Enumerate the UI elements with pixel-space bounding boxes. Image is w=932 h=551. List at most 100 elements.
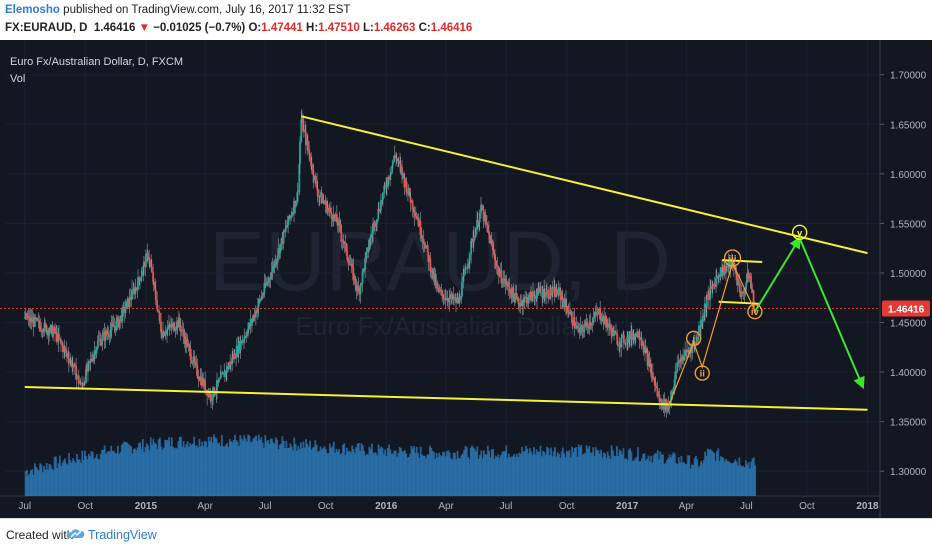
candle-body — [267, 278, 270, 282]
volume-bar — [94, 457, 97, 496]
candle-body — [729, 261, 732, 269]
author-link[interactable]: Elemosho — [5, 4, 60, 16]
volume-bar — [68, 452, 71, 496]
volume-bar — [306, 443, 309, 496]
volume-bar — [95, 454, 98, 496]
volume-bar — [471, 445, 473, 496]
candle-body — [299, 141, 301, 165]
last-price-tag — [882, 300, 930, 317]
volume-bar — [592, 447, 595, 496]
volume-bar — [147, 445, 150, 496]
volume-bar — [243, 435, 246, 496]
volume-bar — [626, 460, 629, 496]
candle-body — [330, 207, 332, 213]
tradingview-link[interactable]: TradingView — [88, 528, 157, 542]
candle-body — [697, 332, 700, 341]
volume-bar — [427, 454, 430, 496]
volume-bar — [36, 469, 39, 496]
candle-body — [505, 284, 508, 286]
volume-bar — [232, 439, 235, 496]
volume-bar — [496, 457, 498, 496]
candle-body — [383, 185, 386, 193]
candle-body — [537, 287, 540, 294]
volume-bar — [476, 446, 479, 496]
candle-body — [577, 327, 580, 329]
candle-body — [212, 387, 214, 400]
volume-bar — [747, 462, 750, 496]
volume-bar — [630, 451, 633, 496]
candle-body — [449, 294, 451, 298]
volume-bar — [346, 447, 348, 496]
candle-body — [38, 320, 41, 326]
candle-body — [348, 263, 351, 265]
volume-bar — [490, 449, 493, 496]
x-tick-label: Jul — [259, 501, 272, 512]
volume-bar — [219, 446, 222, 496]
volume-bar — [35, 466, 38, 496]
candle-body — [600, 318, 603, 321]
candle-body — [263, 282, 266, 293]
volume-bar — [49, 464, 52, 496]
candle-body — [565, 298, 567, 306]
tradingview-logo-icon[interactable] — [66, 526, 86, 542]
volume-bar — [739, 464, 742, 496]
volume-bar — [220, 435, 223, 496]
volume-bar — [351, 445, 354, 496]
chart-panel[interactable]: EURAUD, D Euro Fx/Australian Dollar 1.7000… — [0, 40, 932, 518]
volume-bar — [39, 463, 42, 496]
candle-body — [87, 363, 89, 373]
volume-bar — [248, 435, 251, 496]
volume-bar — [217, 443, 219, 496]
candle-body — [567, 312, 570, 314]
candle-body — [437, 287, 440, 292]
candle-body — [138, 277, 141, 280]
candle-body — [40, 330, 43, 332]
volume-bar — [74, 463, 77, 496]
volume-bar — [676, 464, 679, 496]
volume-bar — [131, 453, 134, 496]
volume-bar — [681, 462, 684, 496]
volume-bar — [127, 443, 130, 496]
candle-body — [198, 379, 201, 381]
candle-body — [482, 209, 484, 210]
candle-body — [117, 317, 120, 327]
volume-bar — [576, 456, 579, 496]
volume-bar — [178, 436, 181, 496]
y-tick-label: 1.45000 — [890, 319, 927, 330]
candle-body — [491, 244, 494, 251]
volume-bar — [382, 453, 385, 496]
candle-body — [229, 361, 232, 365]
candle-body — [675, 371, 678, 373]
volume-bar — [648, 461, 651, 496]
volume-bar — [615, 446, 618, 496]
candle-body — [516, 297, 519, 299]
volume-bar — [561, 447, 564, 496]
candle-body — [752, 290, 755, 306]
volume-bar — [484, 453, 487, 496]
candle-body — [407, 193, 409, 195]
volume-bar — [290, 446, 293, 496]
volume-bar — [364, 455, 367, 496]
volume-bar — [523, 450, 526, 496]
volume-bar — [31, 469, 34, 496]
candle-body — [734, 270, 737, 274]
volume-bar — [634, 458, 637, 496]
volume-bar — [411, 448, 414, 496]
volume-bar — [417, 452, 419, 496]
candle-body — [682, 356, 685, 361]
candle-body — [119, 315, 122, 320]
candle-body — [616, 334, 619, 345]
open-label: O: — [248, 22, 262, 34]
volume-bar — [81, 450, 84, 496]
volume-bar — [472, 447, 475, 496]
volume-bar — [669, 457, 672, 496]
candle-body — [445, 298, 448, 300]
y-tick-label: 1.40000 — [890, 368, 927, 379]
volume-bar — [166, 440, 169, 496]
candle-body — [379, 210, 382, 212]
volume-bar — [722, 458, 725, 496]
candle-body — [259, 299, 262, 301]
candle-body — [364, 258, 367, 270]
x-tick-label: Oct — [799, 501, 815, 512]
